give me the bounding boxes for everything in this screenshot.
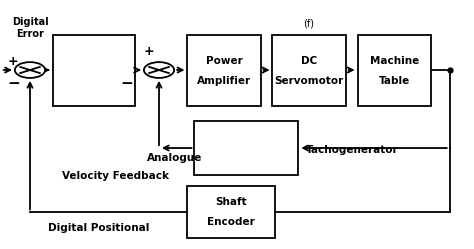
Text: Power: Power: [206, 56, 242, 66]
Text: Shaft: Shaft: [215, 197, 247, 207]
Bar: [187, 35, 261, 106]
Text: Analogue: Analogue: [147, 153, 202, 163]
Text: Encoder: Encoder: [207, 217, 255, 227]
Text: DC: DC: [301, 56, 317, 66]
Bar: [53, 35, 136, 106]
Text: Tachogenerator: Tachogenerator: [306, 145, 398, 155]
Text: Error: Error: [16, 29, 44, 39]
Text: Servomotor: Servomotor: [274, 75, 344, 86]
Circle shape: [15, 62, 45, 78]
Bar: [357, 35, 431, 106]
Text: +: +: [8, 55, 18, 68]
Text: −: −: [120, 76, 133, 91]
Text: Velocity Feedback: Velocity Feedback: [62, 172, 169, 182]
Text: −: −: [8, 76, 20, 91]
Text: Digital: Digital: [12, 17, 48, 27]
Text: (f): (f): [303, 18, 314, 28]
Text: Table: Table: [379, 75, 410, 86]
Text: Machine: Machine: [370, 56, 419, 66]
Text: Amplifier: Amplifier: [197, 75, 251, 86]
Text: +: +: [144, 45, 155, 58]
Bar: [187, 187, 275, 238]
Bar: [273, 35, 346, 106]
Text: Digital Positional: Digital Positional: [48, 223, 149, 234]
Bar: [194, 121, 299, 175]
Circle shape: [144, 62, 174, 78]
